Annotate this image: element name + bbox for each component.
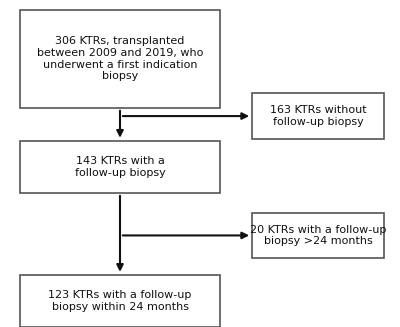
Bar [20,10,220,108]
Text: 20 KTRs with a follow-up
biopsy >24 months: 20 KTRs with a follow-up biopsy >24 mont… [250,225,386,246]
Bar [252,93,384,139]
Text: 143 KTRs with a
follow-up biopsy: 143 KTRs with a follow-up biopsy [75,156,165,178]
Text: 123 KTRs with a follow-up
biopsy within 24 months: 123 KTRs with a follow-up biopsy within … [48,290,192,312]
Bar [20,141,220,193]
Text: 163 KTRs without
follow-up biopsy: 163 KTRs without follow-up biopsy [270,105,366,127]
Text: 306 KTRs, transplanted
between 2009 and 2019, who
underwent a first indication
b: 306 KTRs, transplanted between 2009 and … [37,36,203,81]
Bar [20,275,220,327]
Bar [252,213,384,258]
